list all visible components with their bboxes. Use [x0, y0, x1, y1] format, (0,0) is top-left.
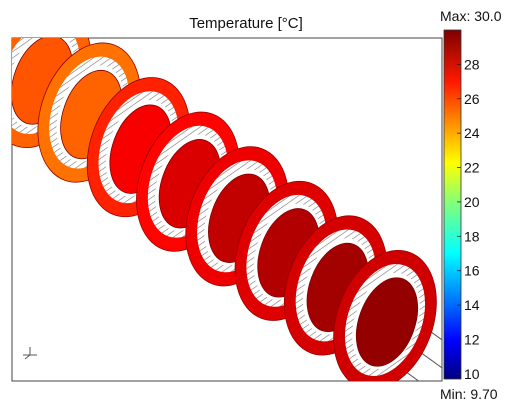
colorbar-tick-label: 16 [464, 263, 480, 279]
disk [333, 249, 437, 381]
plot-title: Temperature [°C] [189, 15, 303, 32]
colorbar-tick-label: 22 [464, 160, 480, 176]
disk-inner-core [355, 277, 419, 367]
colorbar [443, 29, 462, 380]
colorbar-min-label: Min: 9.70 [440, 386, 498, 402]
axis-triad-icon [23, 347, 37, 360]
colorbar-tick-label: 14 [464, 297, 480, 313]
colorbar-tick-label: 24 [464, 125, 480, 141]
colorbar-tick-label: 10 [464, 366, 480, 382]
colorbar-tick-label: 26 [464, 91, 480, 107]
colorbar-max-label: Max: 30.0 [440, 8, 502, 24]
colorbar-tick-label: 12 [464, 331, 480, 347]
colorbar-ticks: 28 26 24 22 20 18 16 14 12 10 [457, 56, 480, 382]
geometry-layer [12, 38, 442, 381]
colorbar-tick-label: 18 [464, 228, 480, 244]
colorbar-tick-label: 28 [464, 56, 480, 72]
colorbar-tick-label: 20 [464, 194, 480, 210]
